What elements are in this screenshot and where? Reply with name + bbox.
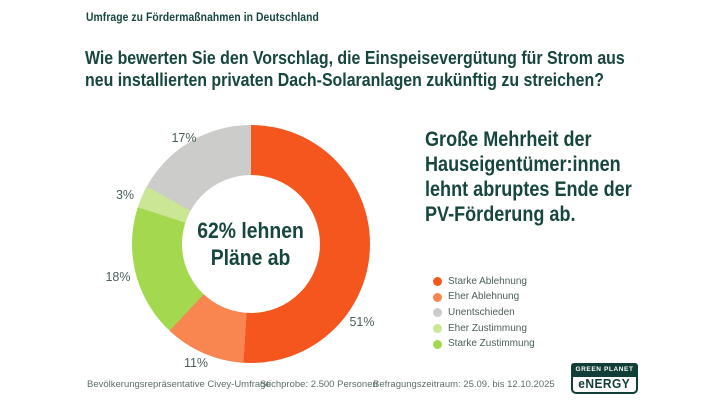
chart-legend: Starke Ablehnung Eher Ablehnung Unentsch…	[433, 274, 535, 352]
legend-item-label: Eher Ablehnung	[448, 291, 520, 303]
legend-item: Starke Ablehnung	[433, 274, 535, 290]
segment-label-eher-ablehnung: 11%	[183, 356, 209, 370]
logo-wordmark-bottom: eNERGY	[571, 375, 638, 394]
segment-label-starke-ablehnung: 51%	[349, 315, 375, 329]
legend-dot-icon	[433, 324, 442, 334]
legend-dot-icon	[433, 308, 442, 318]
legend-item: Unentschieden	[433, 305, 535, 321]
donut-chart: 62% lehnen Pläne ab	[132, 125, 370, 363]
segment-label-unentschieden: 17%	[171, 131, 197, 145]
legend-dot-icon	[433, 277, 442, 287]
legend-item-label: Eher Zustimmung	[448, 322, 527, 334]
footnote-methodology: Bevölkerungsrepräsentative Civey-Umfrage	[87, 379, 271, 390]
legend-item: Eher Ablehnung	[433, 290, 535, 306]
survey-question-title: Wie bewerten Sie den Vorschlag, die Eins…	[85, 47, 625, 90]
donut-center-label: 62% lehnen Pläne ab	[197, 218, 305, 270]
legend-dot-icon	[433, 292, 442, 302]
legend-item-label: Starke Zustimmung	[448, 338, 535, 350]
legend-item: Eher Zustimmung	[433, 321, 535, 337]
segment-label-starke-zustimmung: 18%	[105, 270, 131, 284]
segment-label-eher-zustimmung: 3%	[115, 188, 135, 202]
kicker-label: Umfrage zu Fördermaßnahmen in Deutschlan…	[86, 10, 319, 24]
donut-hole: 62% lehnen Pläne ab	[182, 175, 320, 313]
green-planet-energy-logo: GREEN PLANET eNERGY	[571, 363, 638, 394]
footnote-sample-size: Stichprobe: 2.500 Personen	[260, 379, 378, 390]
legend-item-label: Starke Ablehnung	[448, 275, 527, 287]
logo-wordmark-top: GREEN PLANET	[571, 363, 638, 375]
legend-dot-icon	[433, 339, 442, 349]
legend-item-label: Unentschieden	[448, 306, 515, 318]
footnote-survey-period: Befragungszeitraum: 25.09. bis 12.10.202…	[373, 379, 555, 390]
key-finding-headline: Große Mehrheit der Hauseigentümer:innen …	[425, 128, 632, 226]
legend-item: Starke Zustimmung	[433, 336, 535, 352]
